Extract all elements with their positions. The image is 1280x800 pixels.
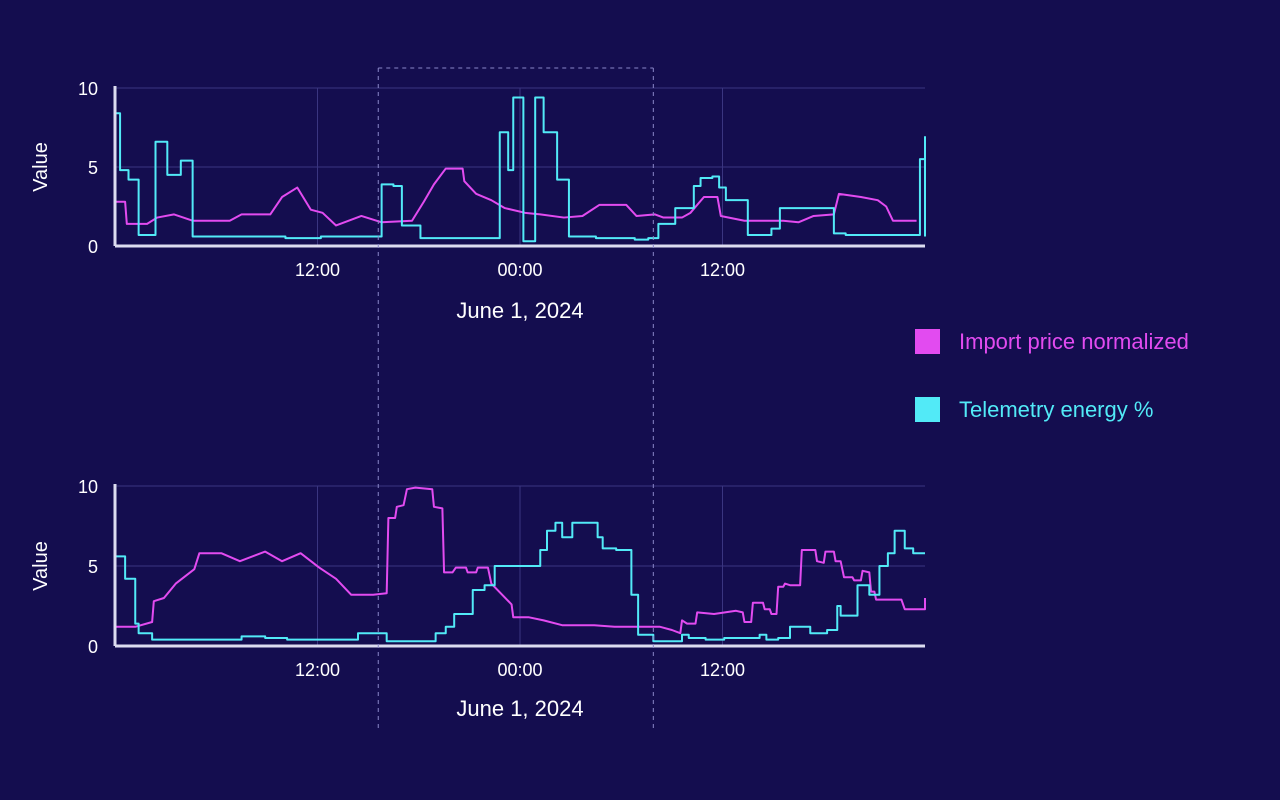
chart-panel-top: 0 5 10 12:00 00:00 12:00 Value June 1, 2024 [30, 79, 926, 323]
chart-panel-bottom: 0 5 10 12:00 00:00 12:00 Value June 1, 2024 [30, 477, 926, 721]
x-tick-label: 00:00 [497, 260, 542, 280]
y-tick-label: 5 [88, 158, 98, 178]
y-tick-label: 10 [78, 477, 98, 497]
x-tick-label: 12:00 [295, 660, 340, 680]
series-line-import-price [115, 167, 917, 227]
legend-swatch [915, 329, 940, 354]
series-line-telemetry [115, 521, 925, 643]
y-axis-label: Value [30, 541, 52, 591]
series-line-import-price [115, 486, 926, 635]
y-tick-label: 0 [88, 237, 98, 257]
y-tick-label: 5 [88, 557, 98, 577]
date-label: June 1, 2024 [456, 696, 583, 721]
y-axis-label: Value [30, 142, 52, 192]
date-label: June 1, 2024 [456, 298, 583, 323]
x-tick-label: 12:00 [700, 260, 745, 280]
x-tick-label: 12:00 [700, 660, 745, 680]
selection-window[interactable] [377, 67, 654, 732]
legend-label[interactable]: Telemetry energy % [959, 397, 1153, 422]
y-tick-label: 0 [88, 637, 98, 657]
x-tick-label: 00:00 [497, 660, 542, 680]
legend: Import price normalized Telemetry energy … [915, 329, 1189, 422]
legend-label[interactable]: Import price normalized [959, 329, 1189, 354]
x-tick-label: 12:00 [295, 260, 340, 280]
y-tick-label: 10 [78, 79, 98, 99]
series-line-telemetry [115, 96, 926, 243]
legend-swatch [915, 397, 940, 422]
